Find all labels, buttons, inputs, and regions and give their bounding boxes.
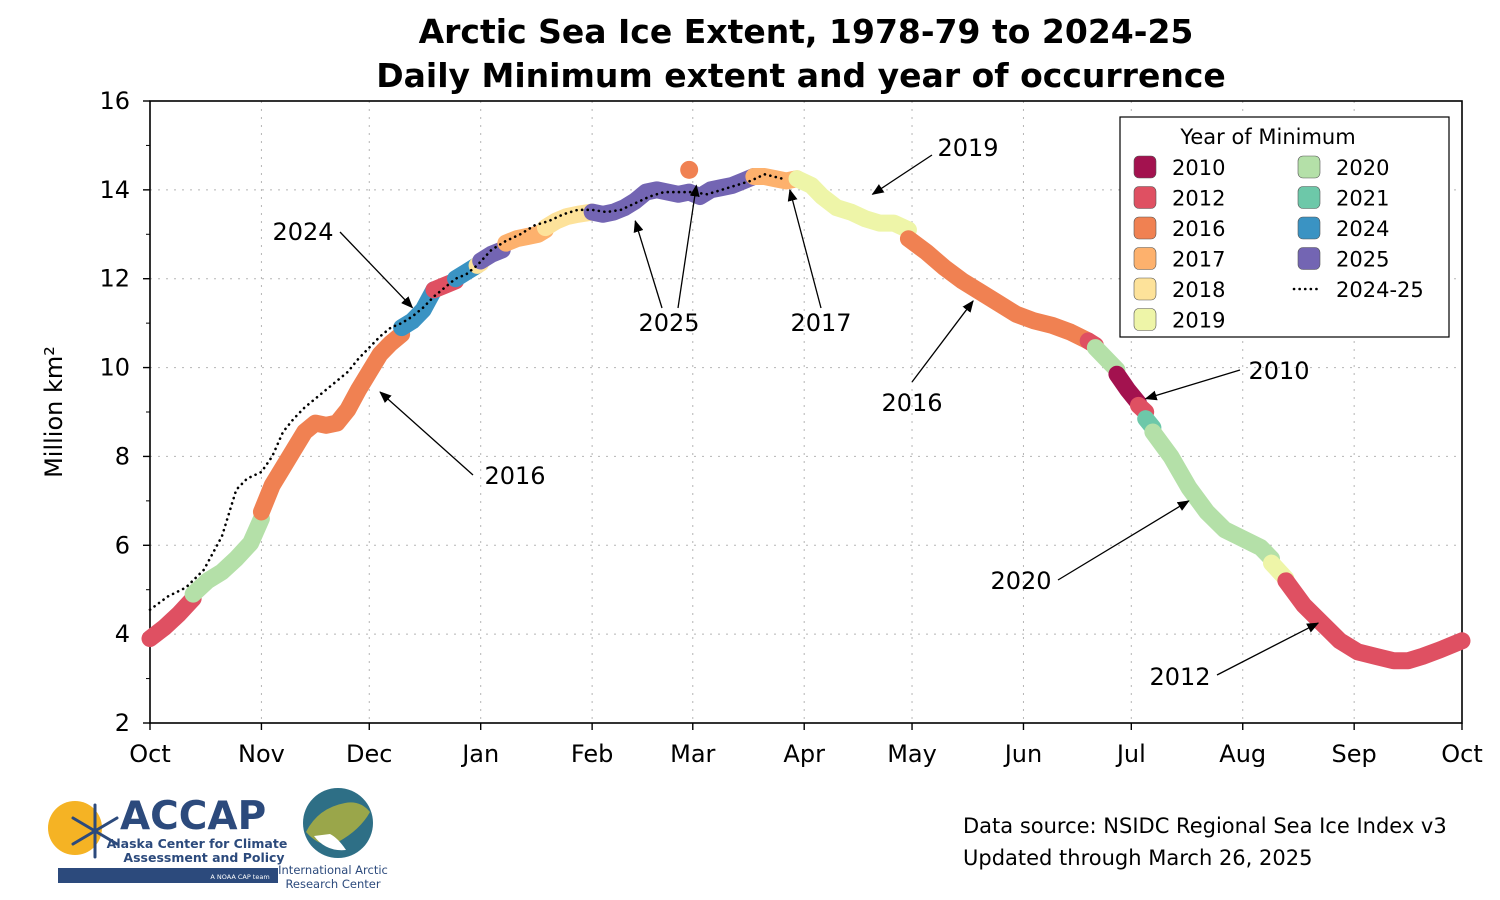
legend-label: 2017	[1172, 248, 1225, 272]
y-axis-label: Million km²	[40, 346, 68, 478]
annotations-layer: 2024 2016 2025 2017 2019 2016 2010 2020 2012	[272, 134, 1320, 691]
legend-label: 2018	[1172, 278, 1225, 302]
series-segment-2016	[252, 325, 411, 521]
x-tick-label: Oct	[1441, 740, 1483, 768]
iarc-logo: International Arctic Research Center	[278, 788, 388, 891]
annotation-arrow	[1057, 500, 1190, 581]
legend-label: 2024-25	[1336, 278, 1424, 302]
annotation-arrow	[677, 184, 700, 309]
series-segment-2016	[899, 230, 1097, 350]
legend-swatch-2010	[1133, 155, 1157, 179]
series-segment-2012	[141, 590, 202, 648]
accap-tag: A NOAA CAP team	[210, 873, 269, 881]
snowflake-icon	[71, 803, 119, 859]
legend-label: 2012	[1172, 187, 1225, 211]
legend-swatch-2016	[1133, 216, 1157, 240]
updated-through: Updated through March 26, 2025	[963, 846, 1312, 870]
series-segment-2018	[536, 203, 601, 237]
annotation-arrow	[633, 220, 663, 309]
legend-swatch-2020	[1297, 155, 1321, 179]
series-segment-2024	[393, 281, 443, 337]
legend-swatch-2017	[1133, 247, 1157, 270]
point-2016	[680, 160, 699, 179]
legend-swatch-2012	[1133, 186, 1157, 209]
x-tick-label: Dec	[346, 740, 392, 768]
annotation-label: 2024	[272, 218, 333, 246]
legend-label: 2016	[1172, 217, 1225, 241]
y-tick-label: 10	[99, 354, 130, 382]
legend-label: 2021	[1336, 187, 1389, 211]
annotation-arrow	[339, 231, 414, 309]
chart-title: Arctic Sea Ice Extent, 1978-79 to 2024-2…	[419, 12, 1194, 51]
legend-label: 2025	[1336, 248, 1389, 272]
legend-swatch-2024	[1297, 216, 1321, 240]
x-tick-label: Nov	[238, 740, 285, 768]
y-tick-label: 2	[115, 709, 130, 737]
y-tick-label: 6	[115, 531, 130, 559]
series-segment-2019	[788, 170, 917, 239]
accap-bar	[58, 868, 278, 883]
annotation-arrow	[787, 188, 822, 309]
accap-line-1: Alaska Center for Climate	[107, 836, 288, 851]
legend-items: 2010 2012 2016 2017 2018 2019 2020 2021 2024 2025…	[1133, 155, 1424, 333]
x-tick-label: Jan	[460, 740, 499, 768]
x-tick-label: Jun	[1003, 740, 1043, 768]
series-segment-2025	[583, 168, 763, 223]
iarc-line-1: International Arctic	[278, 863, 388, 877]
legend-label: 2019	[1172, 309, 1225, 333]
x-tick-label: Jul	[1115, 740, 1146, 768]
series-segment-2020	[1144, 423, 1280, 568]
legend-label: 2020	[1336, 156, 1389, 180]
annotation-label: 2025	[638, 309, 699, 337]
legend-frame	[1119, 116, 1450, 338]
axis-ticks: 2 4 6 8 10 12 14 16 Oct Nov Dec Jan Feb Mar Apr May Jun J…	[99, 87, 1482, 768]
x-tick-label: Aug	[1219, 740, 1266, 768]
annotation-arrow	[911, 300, 974, 383]
y-tick-label: 14	[99, 176, 130, 204]
iarc-line-2: Research Center	[285, 877, 380, 891]
legend-swatch-2018	[1133, 277, 1157, 301]
y-tick-label: 4	[115, 620, 130, 648]
series-segment-2012	[1277, 572, 1471, 670]
legend: Year of Minimum 2010 2012 2016 2017 2018 2019…	[1119, 116, 1450, 338]
annotation-label: 2017	[790, 309, 851, 337]
x-tick-label: Oct	[129, 740, 171, 768]
legend-swatch-2025	[1297, 247, 1321, 270]
annotation-label: 2010	[1248, 357, 1309, 385]
annotation-arrow	[379, 391, 474, 476]
x-tick-label: Feb	[571, 740, 614, 768]
annotation-label: 2012	[1149, 663, 1210, 691]
legend-label: 2024	[1336, 217, 1389, 241]
annotation-arrow	[871, 154, 933, 195]
series-segment-2020	[184, 510, 270, 603]
series-segment-2020	[1086, 339, 1126, 379]
y-tick-label: 8	[115, 442, 130, 470]
series-layer	[141, 160, 1471, 670]
annotation-label: 2016	[484, 462, 545, 490]
y-tick-label: 16	[99, 87, 130, 115]
annotation-arrow	[1216, 622, 1320, 676]
annotation-label: 2016	[881, 389, 942, 417]
legend-swatch-2019	[1133, 308, 1157, 331]
plot-frame	[149, 100, 1463, 724]
x-tick-label: Mar	[670, 740, 715, 768]
annotation-label: 2020	[990, 567, 1051, 595]
legend-swatch-2021	[1297, 186, 1321, 209]
accap-line-2: Assessment and Policy	[123, 850, 284, 865]
x-tick-label: May	[887, 740, 937, 768]
accap-logo: ACCAP Alaska Center for Climate Assessme…	[48, 794, 287, 883]
annotation-label: 2019	[937, 134, 998, 162]
sun-icon	[48, 801, 102, 855]
legend-title: Year of Minimum	[1179, 125, 1355, 149]
data-source: Data source: NSIDC Regional Sea Ice Inde…	[963, 814, 1447, 838]
accap-name: ACCAP	[120, 794, 266, 839]
annotation-arrow	[1144, 369, 1241, 401]
y-tick-label: 12	[99, 265, 130, 293]
x-tick-label: Sep	[1332, 740, 1377, 768]
legend-label: 2010	[1172, 156, 1225, 180]
chart-subtitle: Daily Minimum extent and year of occurre…	[376, 56, 1226, 95]
x-tick-label: Apr	[783, 740, 825, 768]
